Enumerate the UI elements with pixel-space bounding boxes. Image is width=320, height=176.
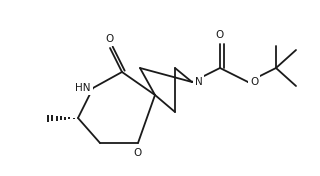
- Text: O: O: [216, 30, 224, 40]
- Text: HN: HN: [76, 83, 91, 93]
- Text: O: O: [106, 34, 114, 44]
- Text: O: O: [250, 77, 258, 87]
- Text: O: O: [134, 148, 142, 158]
- Text: N: N: [195, 77, 203, 87]
